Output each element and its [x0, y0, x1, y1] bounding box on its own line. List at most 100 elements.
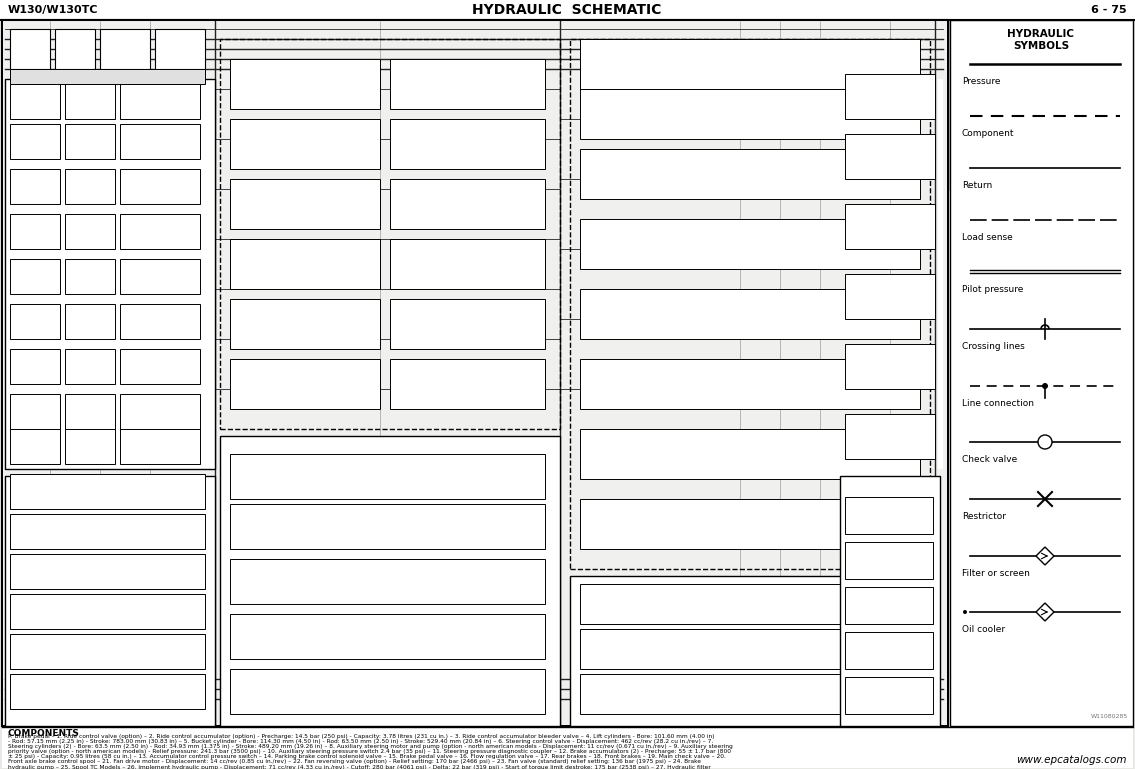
FancyBboxPatch shape [155, 29, 205, 69]
Text: Pressure: Pressure [962, 77, 1000, 86]
FancyBboxPatch shape [844, 414, 935, 459]
Text: Load sense: Load sense [962, 233, 1012, 242]
FancyBboxPatch shape [230, 119, 380, 169]
FancyBboxPatch shape [65, 304, 115, 339]
Text: W130/W130TC: W130/W130TC [8, 5, 99, 15]
FancyBboxPatch shape [5, 79, 215, 469]
Text: Front axle brake control spool – 21. Fan drive motor - Displacement: 14 cc/rev (: Front axle brake control spool – 21. Fan… [8, 760, 701, 764]
FancyBboxPatch shape [844, 497, 933, 534]
FancyBboxPatch shape [844, 74, 935, 119]
FancyBboxPatch shape [580, 219, 920, 269]
FancyBboxPatch shape [580, 289, 920, 339]
Text: ± 25 psi) - Capacity: 0.95 litres (58 cu in.) – 13. Accumulator control pressure: ± 25 psi) - Capacity: 0.95 litres (58 cu… [8, 754, 726, 760]
Circle shape [962, 610, 967, 614]
FancyBboxPatch shape [390, 59, 545, 109]
Text: HYDRAULIC  SCHEMATIC: HYDRAULIC SCHEMATIC [472, 3, 662, 17]
FancyBboxPatch shape [844, 344, 935, 389]
FancyBboxPatch shape [65, 214, 115, 249]
FancyBboxPatch shape [120, 429, 200, 464]
Text: Filter or screen: Filter or screen [962, 569, 1029, 578]
FancyBboxPatch shape [120, 259, 200, 294]
FancyBboxPatch shape [10, 259, 60, 294]
Polygon shape [1036, 603, 1054, 621]
FancyBboxPatch shape [844, 677, 933, 714]
Circle shape [1042, 383, 1048, 389]
FancyBboxPatch shape [844, 542, 933, 579]
FancyBboxPatch shape [65, 84, 115, 119]
FancyBboxPatch shape [230, 559, 545, 604]
Text: Restrictor: Restrictor [962, 512, 1006, 521]
Text: hydraulic pump – 25. Spool TC Models – 26. Implement hydraulic pump - Displaceme: hydraulic pump – 25. Spool TC Models – 2… [8, 764, 711, 769]
Text: priority valve (option - north american models) - Relief pressure: 241.3 bar (35: priority valve (option - north american … [8, 749, 731, 754]
FancyBboxPatch shape [230, 504, 545, 549]
FancyBboxPatch shape [580, 674, 920, 714]
FancyBboxPatch shape [230, 59, 380, 109]
FancyBboxPatch shape [65, 169, 115, 204]
FancyBboxPatch shape [10, 124, 60, 159]
FancyBboxPatch shape [230, 454, 545, 499]
FancyBboxPatch shape [844, 587, 933, 624]
FancyBboxPatch shape [950, 20, 1133, 726]
FancyBboxPatch shape [120, 214, 200, 249]
Text: 6 - 75: 6 - 75 [1092, 5, 1127, 15]
FancyBboxPatch shape [840, 476, 940, 726]
FancyBboxPatch shape [10, 474, 205, 509]
FancyBboxPatch shape [65, 429, 115, 464]
Text: HYDRAULIC
SYMBOLS: HYDRAULIC SYMBOLS [1008, 29, 1075, 51]
FancyBboxPatch shape [580, 359, 920, 409]
FancyBboxPatch shape [65, 394, 115, 429]
FancyBboxPatch shape [2, 20, 948, 726]
Text: - Rod: 57.15 mm (2.25 in) - Stroke: 783.00 mm (30.83 in) – 5. Bucket cylinder - : - Rod: 57.15 mm (2.25 in) - Stroke: 783.… [8, 739, 713, 744]
FancyBboxPatch shape [580, 149, 920, 199]
FancyBboxPatch shape [120, 304, 200, 339]
FancyBboxPatch shape [938, 79, 943, 469]
FancyBboxPatch shape [230, 299, 380, 349]
FancyBboxPatch shape [10, 554, 205, 589]
FancyBboxPatch shape [230, 179, 380, 229]
FancyBboxPatch shape [844, 134, 935, 179]
FancyBboxPatch shape [10, 84, 60, 119]
FancyBboxPatch shape [10, 29, 50, 69]
FancyBboxPatch shape [65, 124, 115, 159]
FancyBboxPatch shape [580, 584, 920, 624]
Text: W11080285: W11080285 [1091, 714, 1128, 719]
FancyBboxPatch shape [120, 349, 200, 384]
FancyBboxPatch shape [10, 634, 205, 669]
Polygon shape [1036, 547, 1054, 565]
FancyBboxPatch shape [580, 429, 920, 479]
FancyBboxPatch shape [390, 179, 545, 229]
FancyBboxPatch shape [0, 0, 1135, 20]
FancyBboxPatch shape [10, 674, 205, 709]
FancyBboxPatch shape [10, 429, 60, 464]
FancyBboxPatch shape [10, 349, 60, 384]
Text: Crossing lines: Crossing lines [962, 342, 1025, 351]
FancyBboxPatch shape [390, 119, 545, 169]
Text: Return: Return [962, 181, 992, 190]
FancyBboxPatch shape [220, 436, 560, 726]
FancyBboxPatch shape [230, 359, 380, 409]
Text: www.epcatalogs.com: www.epcatalogs.com [1017, 755, 1127, 765]
FancyBboxPatch shape [120, 169, 200, 204]
FancyBboxPatch shape [2, 727, 1133, 768]
Text: Line connection: Line connection [962, 399, 1034, 408]
FancyBboxPatch shape [230, 239, 380, 289]
FancyBboxPatch shape [580, 89, 920, 139]
Text: COMPONENTS: COMPONENTS [8, 729, 79, 738]
FancyBboxPatch shape [120, 124, 200, 159]
FancyBboxPatch shape [65, 259, 115, 294]
Text: Pilot pressure: Pilot pressure [962, 285, 1024, 294]
FancyBboxPatch shape [2, 21, 948, 190]
Text: Steering cylinders (2) - Bore: 63.5 mm (2.50 in) - Rod: 34.93 mm (1.375 in) - St: Steering cylinders (2) - Bore: 63.5 mm (… [8, 744, 733, 749]
Text: P. Brake pedal – 1. Ride control valve (option) – 2. Ride control accumulator (o: P. Brake pedal – 1. Ride control valve (… [8, 734, 715, 739]
Circle shape [1039, 435, 1052, 449]
FancyBboxPatch shape [580, 629, 920, 669]
FancyBboxPatch shape [10, 514, 205, 549]
FancyBboxPatch shape [844, 274, 935, 319]
FancyBboxPatch shape [230, 614, 545, 659]
FancyBboxPatch shape [580, 39, 920, 89]
FancyBboxPatch shape [390, 299, 545, 349]
FancyBboxPatch shape [5, 476, 215, 726]
FancyBboxPatch shape [65, 349, 115, 384]
FancyBboxPatch shape [120, 394, 200, 429]
FancyBboxPatch shape [570, 576, 930, 726]
